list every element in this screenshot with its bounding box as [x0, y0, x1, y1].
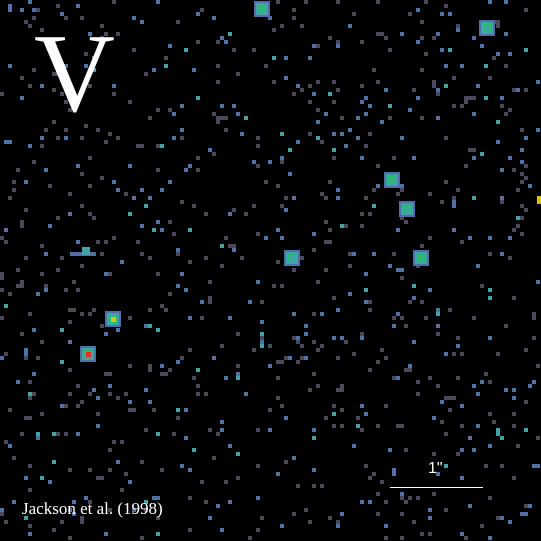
image-credit: Jackson et al. (1998) [22, 499, 163, 518]
filter-band-label: V [34, 12, 115, 136]
scale-bar-label: 1" [428, 460, 443, 477]
scale-bar [390, 487, 483, 488]
